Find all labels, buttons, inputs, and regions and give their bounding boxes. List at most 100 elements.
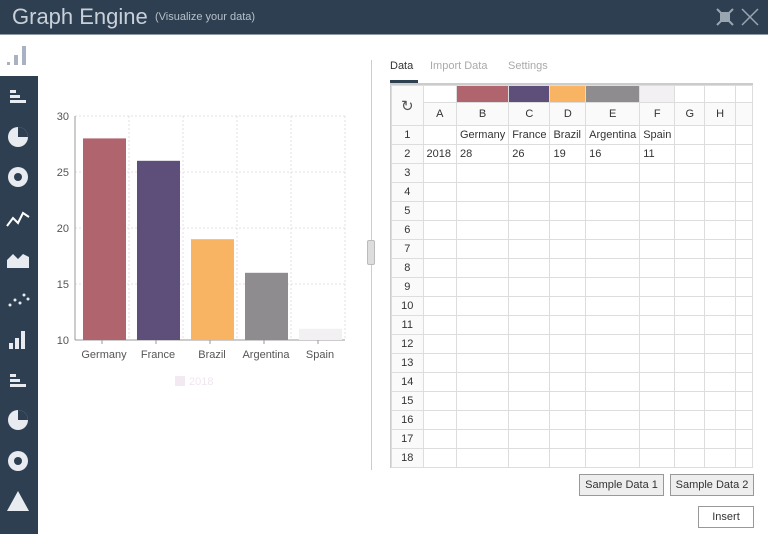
sheet-cell[interactable]: [639, 239, 676, 259]
sheet-cell[interactable]: [549, 277, 587, 297]
sheet-cell[interactable]: 11: [639, 144, 676, 164]
sheet-cell[interactable]: [704, 182, 736, 202]
sheet-cell[interactable]: [422, 334, 457, 354]
sheet-cell[interactable]: [508, 277, 551, 297]
sheet-cell[interactable]: [639, 201, 676, 221]
column-color-swatch[interactable]: [734, 85, 753, 103]
bar-france[interactable]: [137, 160, 180, 340]
sample-data-2-button[interactable]: Sample Data 2: [670, 474, 754, 496]
sheet-cell[interactable]: Brazil: [549, 125, 587, 145]
sheet-cell[interactable]: [422, 429, 457, 449]
sample-data-1-button[interactable]: Sample Data 1: [579, 474, 664, 496]
sheet-cell[interactable]: [734, 296, 753, 316]
bar-argentina[interactable]: [245, 272, 288, 340]
sheet-cell[interactable]: [549, 239, 587, 259]
sheet-cell[interactable]: [549, 258, 587, 278]
sheet-cell[interactable]: [704, 296, 736, 316]
sheet-cell[interactable]: [639, 410, 676, 430]
sheet-cell[interactable]: 16: [585, 144, 641, 164]
sheet-cell[interactable]: [455, 220, 510, 240]
sheet-cell[interactable]: [639, 258, 676, 278]
sheet-cell[interactable]: [508, 391, 551, 411]
sheet-cell[interactable]: [639, 182, 676, 202]
sheet-cell[interactable]: [585, 163, 641, 183]
column-color-swatch[interactable]: [422, 85, 457, 103]
sheet-cell[interactable]: [704, 353, 736, 373]
sheet-cell[interactable]: [704, 144, 736, 164]
sheet-cell[interactable]: [585, 296, 641, 316]
sheet-cell[interactable]: [422, 163, 457, 183]
sheet-cell[interactable]: [455, 315, 510, 335]
fullscreen-icon[interactable]: [716, 8, 734, 29]
sheet-cell[interactable]: [704, 201, 736, 221]
column-header[interactable]: D: [549, 102, 587, 126]
sheet-cell[interactable]: [585, 201, 641, 221]
sheet-cell[interactable]: Germany: [455, 125, 510, 145]
sheet-cell[interactable]: [585, 448, 641, 468]
tab-settings[interactable]: Settings: [508, 60, 548, 72]
sheet-cell[interactable]: [422, 125, 457, 145]
column-header[interactable]: H: [704, 102, 736, 126]
sidebar-item-horizontal-bar[interactable]: [4, 82, 32, 110]
sheet-cell[interactable]: [508, 315, 551, 335]
sheet-cell[interactable]: [585, 277, 641, 297]
sheet-cell[interactable]: [508, 334, 551, 354]
sidebar-item-pie[interactable]: [4, 123, 32, 151]
refresh-icon[interactable]: ↻: [391, 85, 424, 126]
sheet-cell[interactable]: [508, 201, 551, 221]
column-color-swatch[interactable]: [639, 85, 676, 103]
sheet-cell[interactable]: [674, 182, 706, 202]
sheet-cell[interactable]: [639, 220, 676, 240]
sheet-cell[interactable]: [674, 125, 706, 145]
sheet-cell[interactable]: [585, 429, 641, 449]
column-header[interactable]: C: [508, 102, 551, 126]
sheet-cell[interactable]: [455, 201, 510, 221]
sheet-cell[interactable]: [455, 410, 510, 430]
sidebar-item-donut-2[interactable]: [4, 447, 32, 475]
sheet-cell[interactable]: [734, 239, 753, 259]
sheet-cell[interactable]: [639, 277, 676, 297]
sheet-cell[interactable]: [455, 182, 510, 202]
sheet-cell[interactable]: [585, 372, 641, 392]
sheet-cell[interactable]: [422, 372, 457, 392]
sheet-cell[interactable]: [549, 334, 587, 354]
sheet-cell[interactable]: [704, 239, 736, 259]
sheet-cell[interactable]: [734, 372, 753, 392]
sheet-cell[interactable]: [674, 391, 706, 411]
sheet-cell[interactable]: [549, 163, 587, 183]
sheet-cell[interactable]: [704, 334, 736, 354]
sheet-cell[interactable]: [549, 296, 587, 316]
sheet-cell[interactable]: [674, 239, 706, 259]
sheet-cell[interactable]: [508, 353, 551, 373]
sheet-cell[interactable]: [422, 448, 457, 468]
column-header[interactable]: B: [455, 102, 510, 126]
sheet-cell[interactable]: [704, 391, 736, 411]
column-color-swatch[interactable]: [704, 85, 736, 103]
sheet-cell[interactable]: [549, 372, 587, 392]
sheet-cell[interactable]: [734, 182, 753, 202]
sheet-cell[interactable]: [734, 144, 753, 164]
tab-data[interactable]: Data: [390, 60, 414, 72]
sheet-cell[interactable]: [422, 258, 457, 278]
sheet-cell[interactable]: [734, 410, 753, 430]
sheet-cell[interactable]: [585, 182, 641, 202]
sheet-cell[interactable]: [508, 448, 551, 468]
sheet-cell[interactable]: [549, 315, 587, 335]
sheet-cell[interactable]: [674, 334, 706, 354]
column-header[interactable]: E: [585, 102, 641, 126]
close-icon[interactable]: [741, 8, 759, 29]
sheet-cell[interactable]: [704, 372, 736, 392]
sidebar-item-vertical-bar[interactable]: [0, 35, 38, 76]
sheet-cell[interactable]: [422, 315, 457, 335]
sheet-cell[interactable]: [455, 163, 510, 183]
column-color-swatch[interactable]: [585, 85, 641, 103]
sheet-cell[interactable]: Argentina: [585, 125, 641, 145]
sidebar-item-pyramid[interactable]: [4, 487, 32, 515]
sheet-cell[interactable]: [549, 391, 587, 411]
sheet-cell[interactable]: [704, 125, 736, 145]
sheet-cell[interactable]: [734, 220, 753, 240]
sheet-cell[interactable]: [639, 448, 676, 468]
sheet-cell[interactable]: [674, 448, 706, 468]
insert-button[interactable]: Insert: [698, 506, 754, 528]
sheet-cell[interactable]: [734, 163, 753, 183]
